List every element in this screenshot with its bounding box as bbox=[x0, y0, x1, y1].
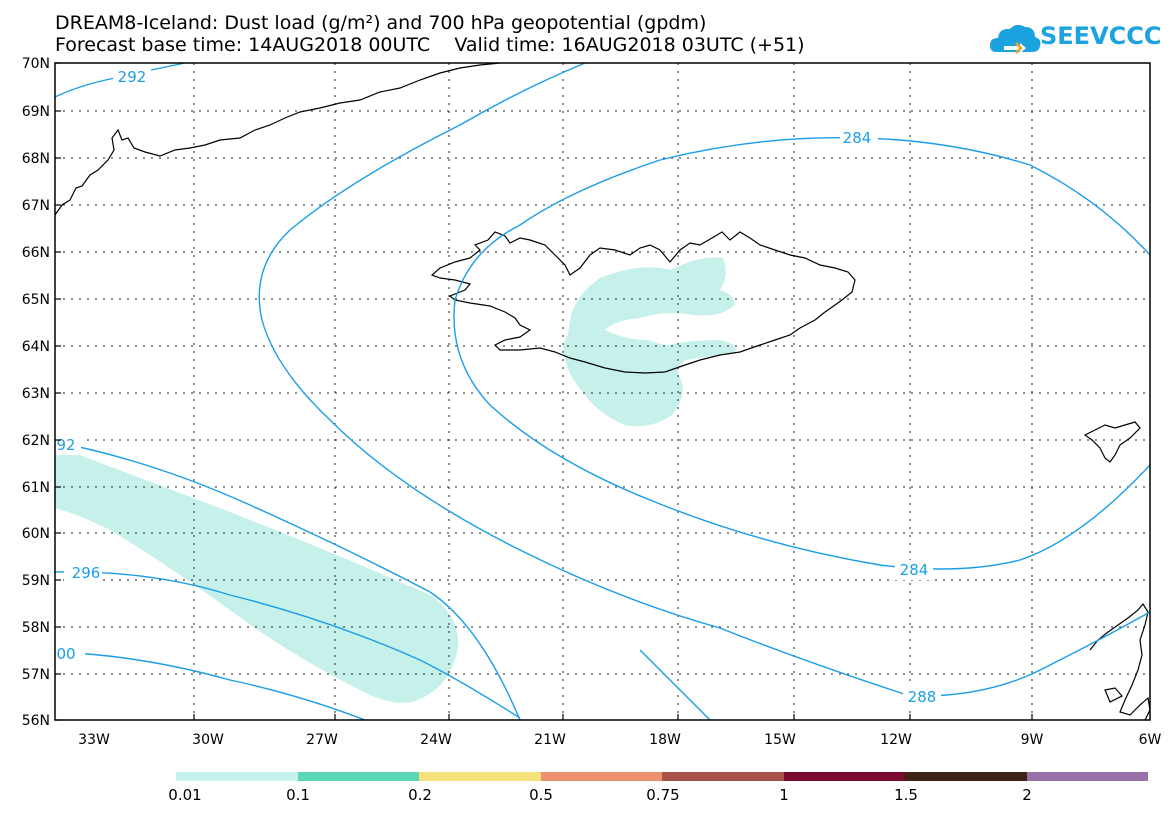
contour-label-296: 296 bbox=[72, 564, 101, 582]
contour-label-284-top: 284 bbox=[843, 129, 872, 147]
contour-label-292-left: 92 bbox=[56, 436, 75, 454]
map-title: DREAM8-Iceland: Dust load (g/m²) and 700… bbox=[55, 12, 707, 34]
lon-label-27w: 27W bbox=[306, 732, 338, 748]
colorbar-label: 0.5 bbox=[529, 786, 553, 804]
contour-label-292-top: 292 bbox=[118, 68, 147, 86]
logo-text: SEEVCCC bbox=[1040, 22, 1162, 50]
lat-label-70n: 70N bbox=[22, 56, 50, 72]
forecast-base-time: Forecast base time: 14AUG2018 00UTC bbox=[55, 34, 431, 56]
colorbar-label: 2 bbox=[1022, 786, 1032, 804]
lat-label-61n: 61N bbox=[22, 480, 50, 496]
colorbar-label: 1 bbox=[779, 786, 789, 804]
colorbar-segment bbox=[662, 772, 784, 781]
colorbar-segment bbox=[176, 772, 298, 781]
lon-label-30w: 30W bbox=[192, 732, 224, 748]
coastlines bbox=[54, 62, 1151, 721]
lat-label-59n: 59N bbox=[22, 573, 50, 589]
contour-label-288: 288 bbox=[908, 688, 937, 706]
colorbar-label: 1.5 bbox=[894, 786, 918, 804]
geopotential-contours bbox=[54, 62, 1151, 721]
lat-label-69n: 69N bbox=[22, 104, 50, 120]
lon-label-9w: 9W bbox=[1021, 732, 1044, 748]
lat-label-65n: 65N bbox=[22, 292, 50, 308]
lon-label-21w: 21W bbox=[534, 732, 566, 748]
colorbar-segment bbox=[540, 772, 662, 781]
lon-label-18w: 18W bbox=[649, 732, 681, 748]
lon-label-24w: 24W bbox=[420, 732, 452, 748]
contour-288 bbox=[258, 62, 1151, 697]
colorbar-label: 0.75 bbox=[646, 786, 680, 804]
dust-area-layer bbox=[55, 257, 736, 703]
lon-label-12w: 12W bbox=[880, 732, 912, 748]
lon-label-15w: 15W bbox=[764, 732, 796, 748]
colorbar-label: 0.1 bbox=[286, 786, 310, 804]
contour-296 bbox=[54, 571, 521, 719]
map-subtitle: Forecast base time: 14AUG2018 00UTC Vali… bbox=[55, 34, 805, 56]
colorbar-segment bbox=[783, 772, 905, 781]
map-frame bbox=[54, 62, 1151, 721]
contour-296-lower bbox=[639, 649, 711, 721]
colorbar-segment bbox=[297, 772, 419, 781]
faroe-islands-coast bbox=[1083, 421, 1141, 463]
iceland-coast bbox=[430, 231, 856, 374]
dust-plume-south bbox=[55, 455, 459, 703]
lat-label-68n: 68N bbox=[22, 151, 50, 167]
greenland-coast bbox=[54, 62, 501, 216]
lat-label-67n: 67N bbox=[22, 198, 50, 214]
colorbar-segment bbox=[1026, 772, 1148, 781]
valid-time: Valid time: 16AUG2018 03UTC (+51) bbox=[454, 34, 805, 56]
lon-label-33w: 33W bbox=[78, 732, 110, 748]
colorbar-label: 0.01 bbox=[168, 786, 202, 804]
seevccc-cloud-icon bbox=[990, 24, 1041, 54]
colorbar-segment bbox=[905, 772, 1027, 781]
lat-label-57n: 57N bbox=[22, 667, 50, 683]
lat-label-63n: 63N bbox=[22, 386, 50, 402]
contour-label-284-bottom: 284 bbox=[900, 561, 929, 579]
colorbar-segment bbox=[419, 772, 541, 781]
contour-292 bbox=[54, 441, 521, 721]
grid-lines bbox=[55, 63, 1150, 720]
lat-label-56n: 56N bbox=[22, 713, 50, 729]
colorbar-label: 0.2 bbox=[408, 786, 432, 804]
lat-label-58n: 58N bbox=[22, 620, 50, 636]
lat-label-62n: 62N bbox=[22, 433, 50, 449]
lat-label-66n: 66N bbox=[22, 245, 50, 261]
contour-300 bbox=[54, 651, 366, 721]
scotland-coast bbox=[1089, 602, 1151, 721]
dust-patch-iceland bbox=[563, 257, 736, 427]
lon-label-6w: 6W bbox=[1139, 732, 1162, 748]
lat-label-64n: 64N bbox=[22, 339, 50, 355]
lat-label-60n: 60N bbox=[22, 526, 50, 542]
contour-label-300: 00 bbox=[56, 645, 75, 663]
